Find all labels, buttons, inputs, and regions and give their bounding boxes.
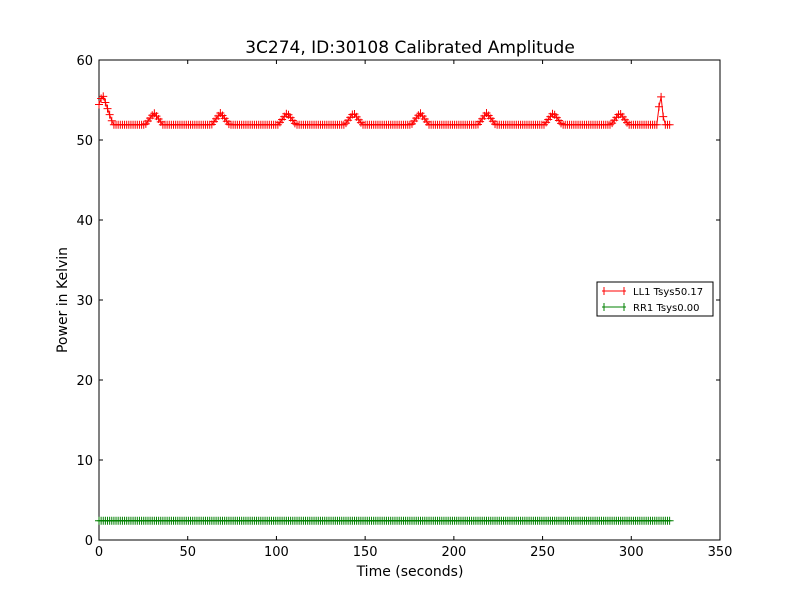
- series-1: [95, 516, 674, 525]
- legend-box: [596, 281, 714, 317]
- data-point-marker: [659, 112, 668, 121]
- data-point-marker: [107, 116, 116, 125]
- data-point-marker: [557, 119, 566, 128]
- series-layer: [95, 92, 674, 525]
- data-point-marker: [139, 120, 148, 129]
- x-axis-ticks: 0 50 100 150 200 250 300 350: [95, 60, 733, 560]
- data-point-marker: [356, 118, 365, 127]
- data-point-marker: [665, 120, 674, 129]
- data-point-marker: [623, 118, 632, 127]
- data-point-marker: [148, 111, 157, 120]
- x-axis-label: Time (seconds): [356, 564, 464, 580]
- legend-label-rr1: RR1 Tsys0.00: [633, 303, 700, 314]
- chart-title: 3C274, ID:30108 Calibrated Amplitude: [245, 38, 575, 58]
- data-point-marker: [605, 120, 614, 129]
- data-point-marker: [548, 109, 557, 118]
- data-point-marker: [665, 516, 674, 525]
- data-point-marker: [282, 109, 291, 118]
- x-tick-label: 300: [619, 545, 644, 560]
- data-point-marker: [339, 120, 348, 129]
- y-tick-label: 60: [76, 54, 93, 69]
- data-point-marker: [101, 98, 110, 107]
- x-tick-label: 150: [353, 545, 378, 560]
- legend-label-ll1: LL1 Tsys50.17: [633, 287, 703, 298]
- data-point-marker: [657, 92, 666, 101]
- y-axis-ticks: 0 10 20 30 40 50 60: [76, 54, 720, 549]
- y-tick-label: 30: [76, 294, 93, 309]
- data-point-marker: [654, 102, 663, 111]
- y-tick-label: 0: [85, 534, 93, 549]
- data-point-marker: [105, 110, 114, 119]
- legend: LL1 Tsys50.17 RR1 Tsys0.00: [596, 281, 714, 317]
- x-tick-label: 0: [95, 545, 103, 560]
- y-axis-label: Power in Kelvin: [55, 247, 71, 353]
- data-point-marker: [405, 120, 414, 129]
- data-point-marker: [290, 119, 299, 128]
- data-point-marker: [95, 100, 103, 109]
- y-tick-label: 10: [76, 454, 93, 469]
- x-tick-label: 100: [264, 545, 289, 560]
- x-tick-label: 350: [708, 545, 733, 560]
- y-tick-label: 20: [76, 374, 93, 389]
- y-tick-label: 50: [76, 134, 93, 149]
- x-tick-label: 50: [179, 545, 196, 560]
- y-tick-label: 40: [76, 214, 93, 229]
- x-tick-label: 200: [441, 545, 466, 560]
- series-0: [95, 92, 674, 129]
- data-point-marker: [491, 120, 500, 129]
- data-point-marker: [97, 94, 106, 103]
- data-point-marker: [99, 92, 108, 101]
- data-point-marker: [652, 120, 661, 129]
- data-point-marker: [224, 120, 233, 129]
- x-tick-label: 250: [530, 545, 555, 560]
- data-point-marker: [103, 104, 112, 113]
- data-point-marker: [414, 111, 423, 120]
